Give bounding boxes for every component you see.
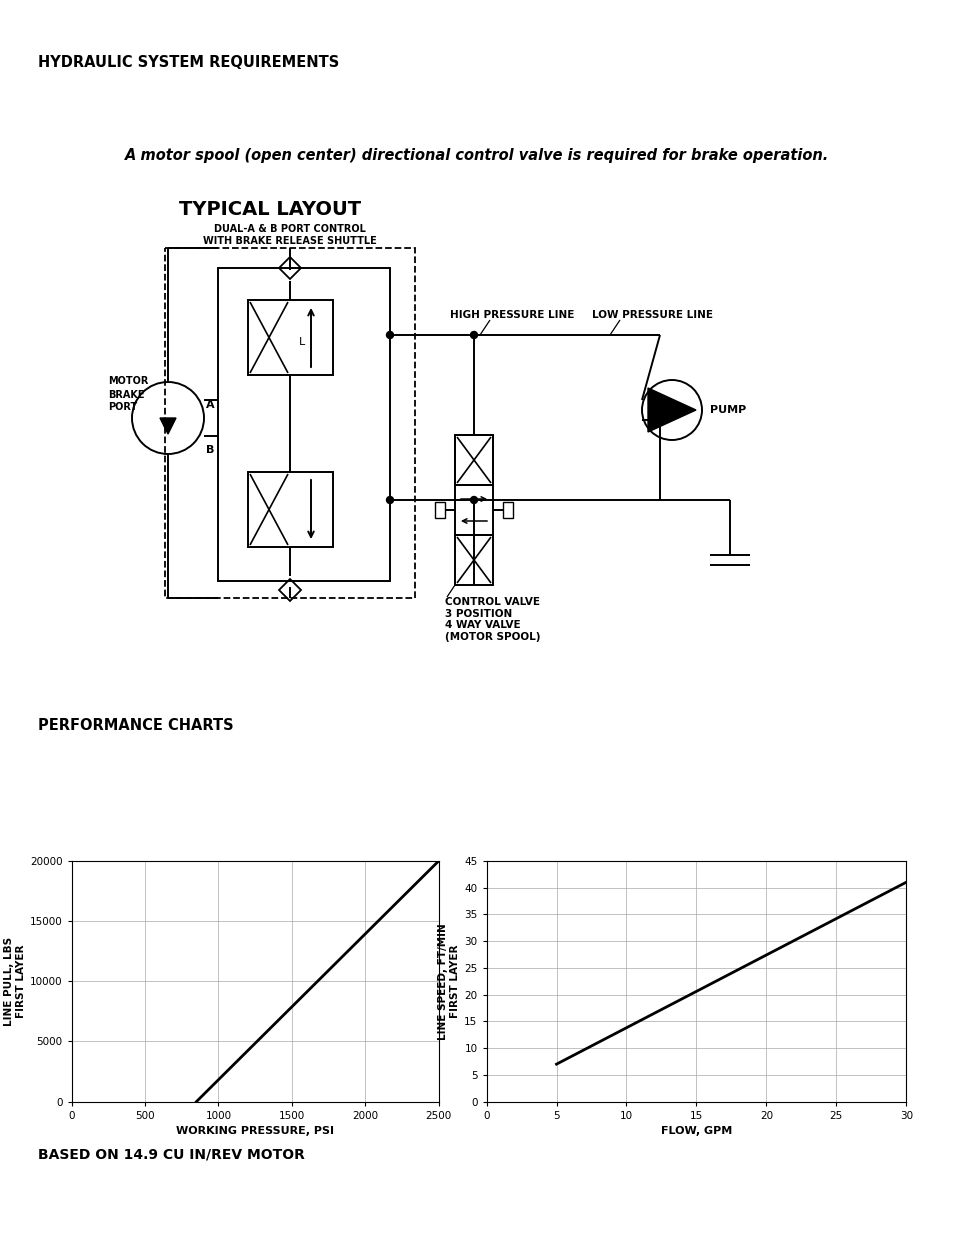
Bar [455,485,493,535]
Bar [248,472,333,547]
Y-axis label: LINE PULL, LBS
FIRST LAYER: LINE PULL, LBS FIRST LAYER [4,936,26,1026]
Text: A motor spool (open center) directional control valve is required for brake oper: A motor spool (open center) directional … [125,148,828,163]
Circle shape [470,496,477,504]
X-axis label: FLOW, GPM: FLOW, GPM [660,1126,731,1136]
Text: B: B [206,445,214,454]
Circle shape [386,331,393,338]
Bar [455,435,493,485]
Text: TYPICAL LAYOUT: TYPICAL LAYOUT [179,200,360,219]
X-axis label: WORKING PRESSURE, PSI: WORKING PRESSURE, PSI [176,1126,334,1136]
Bar [502,501,513,517]
Text: L: L [298,337,305,347]
Bar [165,248,415,598]
Polygon shape [647,388,696,432]
Text: BASED ON 14.9 CU IN/REV MOTOR: BASED ON 14.9 CU IN/REV MOTOR [38,1149,305,1162]
Bar [435,501,444,517]
Text: PUMP: PUMP [709,405,745,415]
Text: HIGH PRESSURE LINE: HIGH PRESSURE LINE [450,310,574,320]
Text: CONTROL VALVE
3 POSITION
4 WAY VALVE
(MOTOR SPOOL): CONTROL VALVE 3 POSITION 4 WAY VALVE (MO… [444,597,540,642]
Circle shape [470,331,477,338]
Text: PERFORMANCE CHARTS: PERFORMANCE CHARTS [38,718,233,734]
Bar [455,435,493,485]
Text: LOW PRESSURE LINE: LOW PRESSURE LINE [592,310,712,320]
Text: DUAL-A & B PORT CONTROL
WITH BRAKE RELEASE SHUTTLE: DUAL-A & B PORT CONTROL WITH BRAKE RELEA… [203,225,376,246]
Bar [218,268,390,580]
Bar [455,535,493,585]
Text: HYDRAULIC SYSTEM REQUIREMENTS: HYDRAULIC SYSTEM REQUIREMENTS [38,56,339,70]
Text: MOTOR: MOTOR [108,375,149,387]
Bar [248,300,333,375]
Text: A: A [206,400,214,410]
Y-axis label: LINE SPEED, FT/MIN
FIRST LAYER: LINE SPEED, FT/MIN FIRST LAYER [438,923,459,1040]
Circle shape [386,496,393,504]
Polygon shape [160,417,175,433]
Text: BRAKE
PORT: BRAKE PORT [108,390,144,411]
